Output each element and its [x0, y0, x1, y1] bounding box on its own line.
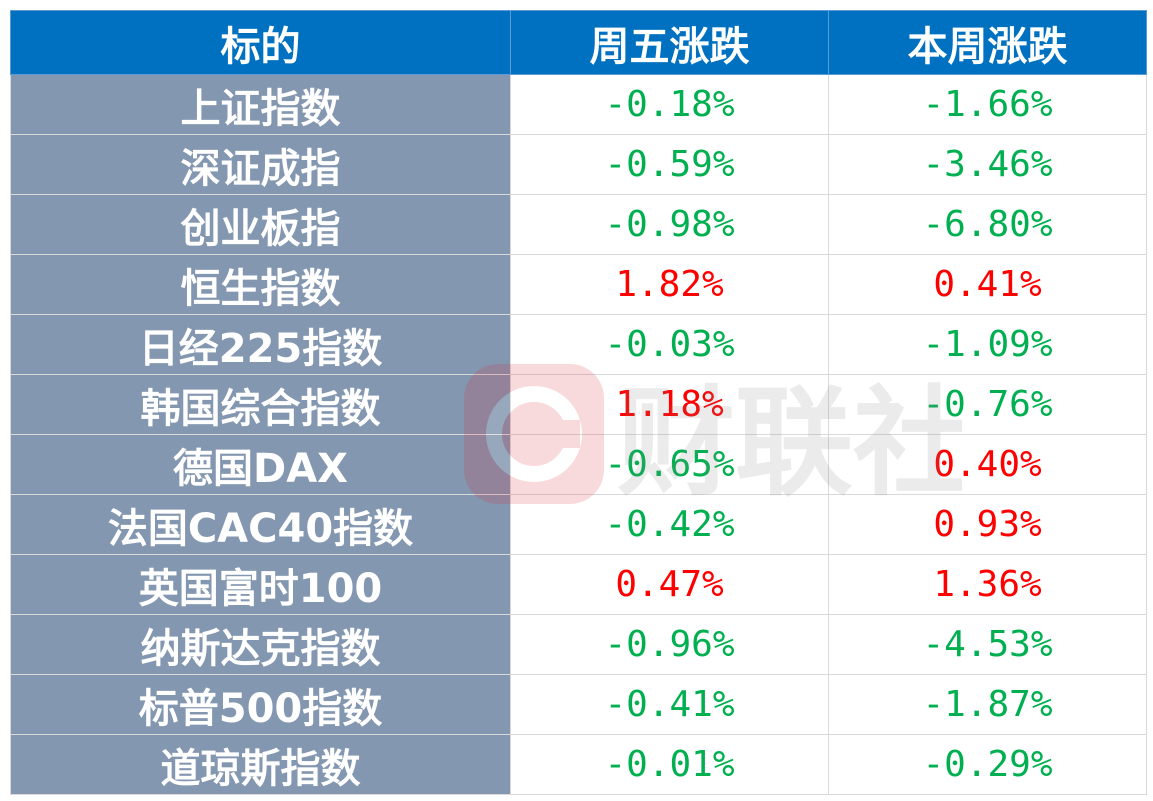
friday-change-value: -0.42%	[510, 494, 829, 555]
week-change-value: -0.29%	[828, 734, 1147, 795]
table-row: 恒生指数 1.82% 0.41%	[10, 254, 1147, 315]
market-table: 标的 周五涨跌 本周涨跌 上证指数 -0.18% -1.66% 深证成指 -0.59% -…	[10, 10, 1147, 795]
market-table-wrapper: 标的 周五涨跌 本周涨跌 上证指数 -0.18% -1.66% 深证成指 -0.59% -…	[10, 10, 1147, 795]
friday-change-value: -0.03%	[510, 314, 829, 375]
friday-change-value: 1.18%	[510, 374, 829, 435]
week-change-value: -3.46%	[828, 134, 1147, 195]
index-name: 法国CAC40指数	[10, 494, 511, 555]
index-name: 韩国综合指数	[10, 374, 511, 435]
table-row: 上证指数 -0.18% -1.66%	[10, 74, 1147, 135]
index-name: 深证成指	[10, 134, 511, 195]
week-change-value: 0.41%	[828, 254, 1147, 315]
table-row: 深证成指 -0.59% -3.46%	[10, 134, 1147, 195]
table-body: 上证指数 -0.18% -1.66% 深证成指 -0.59% -3.46% 创业板指 -0.9…	[10, 74, 1147, 795]
table-row: 标普500指数 -0.41% -1.87%	[10, 674, 1147, 735]
week-change-value: -1.87%	[828, 674, 1147, 735]
index-name: 纳斯达克指数	[10, 614, 511, 675]
friday-change-value: -0.01%	[510, 734, 829, 795]
friday-change-value: -0.96%	[510, 614, 829, 675]
header-week-change: 本周涨跌	[828, 10, 1147, 75]
table-row: 创业板指 -0.98% -6.80%	[10, 194, 1147, 255]
week-change-value: -1.66%	[828, 74, 1147, 135]
friday-change-value: -0.59%	[510, 134, 829, 195]
week-change-value: 0.40%	[828, 434, 1147, 495]
week-change-value: 0.93%	[828, 494, 1147, 555]
header-row: 标的 周五涨跌 本周涨跌	[10, 10, 1147, 75]
week-change-value: -1.09%	[828, 314, 1147, 375]
table-row: 日经225指数 -0.03% -1.09%	[10, 314, 1147, 375]
header-friday-change: 周五涨跌	[510, 10, 829, 75]
table-row: 德国DAX -0.65% 0.40%	[10, 434, 1147, 495]
week-change-value: -6.80%	[828, 194, 1147, 255]
index-name: 德国DAX	[10, 434, 511, 495]
table-row: 道琼斯指数 -0.01% -0.29%	[10, 734, 1147, 795]
week-change-value: -4.53%	[828, 614, 1147, 675]
index-name: 英国富时100	[10, 554, 511, 615]
friday-change-value: -0.65%	[510, 434, 829, 495]
friday-change-value: 0.47%	[510, 554, 829, 615]
index-name: 恒生指数	[10, 254, 511, 315]
index-name: 上证指数	[10, 74, 511, 135]
table-row: 韩国综合指数 1.18% -0.76%	[10, 374, 1147, 435]
table-row: 纳斯达克指数 -0.96% -4.53%	[10, 614, 1147, 675]
index-name: 日经225指数	[10, 314, 511, 375]
table-row: 英国富时100 0.47% 1.36%	[10, 554, 1147, 615]
week-change-value: 1.36%	[828, 554, 1147, 615]
index-name: 道琼斯指数	[10, 734, 511, 795]
friday-change-value: -0.98%	[510, 194, 829, 255]
index-name: 创业板指	[10, 194, 511, 255]
index-name: 标普500指数	[10, 674, 511, 735]
table-row: 法国CAC40指数 -0.42% 0.93%	[10, 494, 1147, 555]
friday-change-value: -0.18%	[510, 74, 829, 135]
friday-change-value: 1.82%	[510, 254, 829, 315]
header-target: 标的	[10, 10, 511, 75]
week-change-value: -0.76%	[828, 374, 1147, 435]
friday-change-value: -0.41%	[510, 674, 829, 735]
